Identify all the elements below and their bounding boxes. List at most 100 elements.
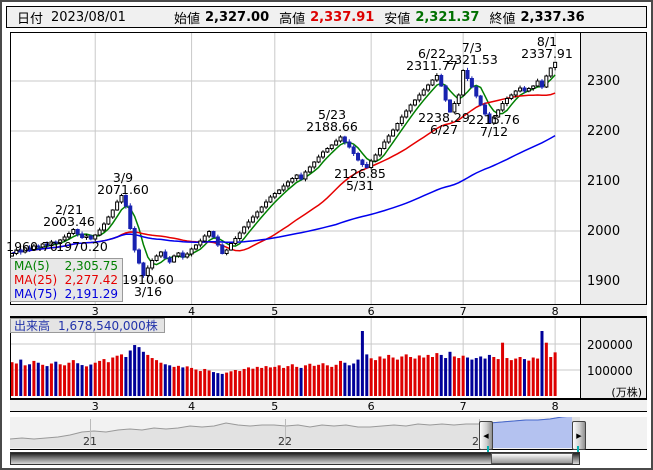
volume-bar — [531, 357, 535, 396]
candle-body — [88, 235, 93, 240]
right-arrow-icon: ▶ — [576, 431, 582, 440]
candle-body — [250, 216, 255, 223]
candle-body — [189, 248, 194, 255]
candle-body — [119, 195, 124, 203]
volume-bar — [233, 370, 237, 396]
high-label: 高値 — [279, 11, 306, 27]
ma5-value: 2,305.75 — [64, 259, 118, 273]
candle-body — [386, 135, 391, 143]
ma75-line — [11, 134, 556, 255]
month-axis-price: 3 4 5 6 7 8 — [10, 304, 647, 318]
volume-bar — [260, 367, 264, 396]
candle-body — [58, 239, 63, 244]
volume-bar — [470, 359, 474, 396]
navigator-left-arrow-button[interactable]: ◀ — [479, 421, 493, 450]
candle-body — [101, 223, 106, 231]
volume-bar — [395, 359, 399, 396]
volume-bar — [28, 364, 32, 396]
volume-bar — [514, 358, 518, 396]
candle-body — [553, 61, 558, 68]
volume-bar — [448, 351, 452, 396]
price-tick-label: 2100 — [587, 174, 621, 189]
candle-body — [224, 249, 229, 254]
candle-body — [62, 236, 67, 241]
volume-bar — [413, 358, 417, 396]
volume-bar — [282, 367, 286, 396]
volume-bar — [211, 372, 215, 396]
volume-bar — [325, 365, 329, 396]
volume-bar — [106, 362, 110, 396]
candle-body — [172, 255, 177, 263]
nav-year-label: 22 — [278, 435, 292, 448]
volume-bar — [382, 358, 386, 396]
volume-bar — [544, 342, 548, 396]
price-annotation: 2215.76 7/12 — [468, 112, 520, 139]
selection-left-tick — [487, 446, 489, 455]
candle-body — [290, 178, 295, 183]
candle-body — [132, 228, 137, 251]
volume-label-text: 出来高 — [14, 319, 51, 333]
candle-body — [71, 229, 76, 234]
candle-body — [509, 94, 514, 99]
price-annotation: 5/23 2188.66 — [306, 107, 358, 134]
volume-bar — [264, 366, 268, 396]
candle-body — [430, 79, 435, 86]
candle-body — [377, 148, 382, 156]
candle-body — [312, 161, 317, 168]
volume-bar — [317, 364, 321, 396]
volume-bar — [444, 358, 448, 396]
candle-body — [137, 249, 142, 264]
volume-bar — [518, 357, 522, 396]
month-tick-label: 3 — [91, 400, 99, 413]
volume-bar — [19, 359, 23, 396]
volume-bar — [115, 355, 119, 396]
horizontal-scrollbar[interactable] — [10, 452, 580, 465]
volume-bar — [137, 347, 141, 396]
volume-bar — [374, 360, 378, 396]
volume-bar — [343, 362, 347, 396]
candle-body — [268, 196, 273, 203]
volume-total-label: 出来高 1,678,540,000株 — [10, 318, 165, 333]
volume-bar — [303, 365, 307, 396]
month-tick-label: 4 — [188, 400, 196, 413]
candle-body — [439, 75, 444, 87]
volume-bar — [203, 368, 207, 396]
candle-body — [452, 103, 457, 113]
navigator-right-arrow-button[interactable]: ▶ — [572, 421, 586, 450]
candle-body — [49, 241, 54, 246]
navigator-area-chart — [10, 417, 580, 448]
month-tick-label: 3 — [91, 305, 99, 318]
candle-body — [215, 236, 220, 246]
candle-body — [531, 85, 536, 89]
candle-body — [277, 189, 282, 194]
candle-body — [356, 153, 361, 161]
candle-body — [176, 252, 181, 257]
candle-body — [272, 193, 277, 198]
candle-body — [255, 211, 260, 218]
volume-bar — [334, 364, 338, 396]
candle-body — [469, 78, 474, 88]
scrollbar-thumb[interactable] — [491, 453, 573, 464]
month-axis-volume: 3 4 5 6 7 8 — [10, 399, 647, 413]
volume-bar — [452, 356, 456, 396]
volume-bar — [312, 365, 316, 396]
volume-bar — [58, 364, 62, 396]
volume-bar — [185, 366, 189, 396]
candle-body — [154, 255, 159, 261]
volume-bar — [49, 363, 53, 396]
candle-body — [320, 151, 325, 158]
volume-bar — [220, 373, 224, 396]
candle-body — [158, 251, 163, 257]
candle-body — [80, 233, 85, 238]
volume-bar — [430, 357, 434, 396]
volume-bar — [146, 354, 150, 396]
price-annotation: 1970.20 — [56, 239, 108, 254]
price-annotation: 2238.29 6/27 — [418, 110, 470, 137]
candle-body — [150, 260, 155, 269]
candle-body — [259, 206, 264, 213]
volume-bar — [466, 357, 470, 396]
candle-body — [426, 84, 431, 91]
volume-bar — [176, 365, 180, 396]
candle-body — [110, 209, 115, 218]
